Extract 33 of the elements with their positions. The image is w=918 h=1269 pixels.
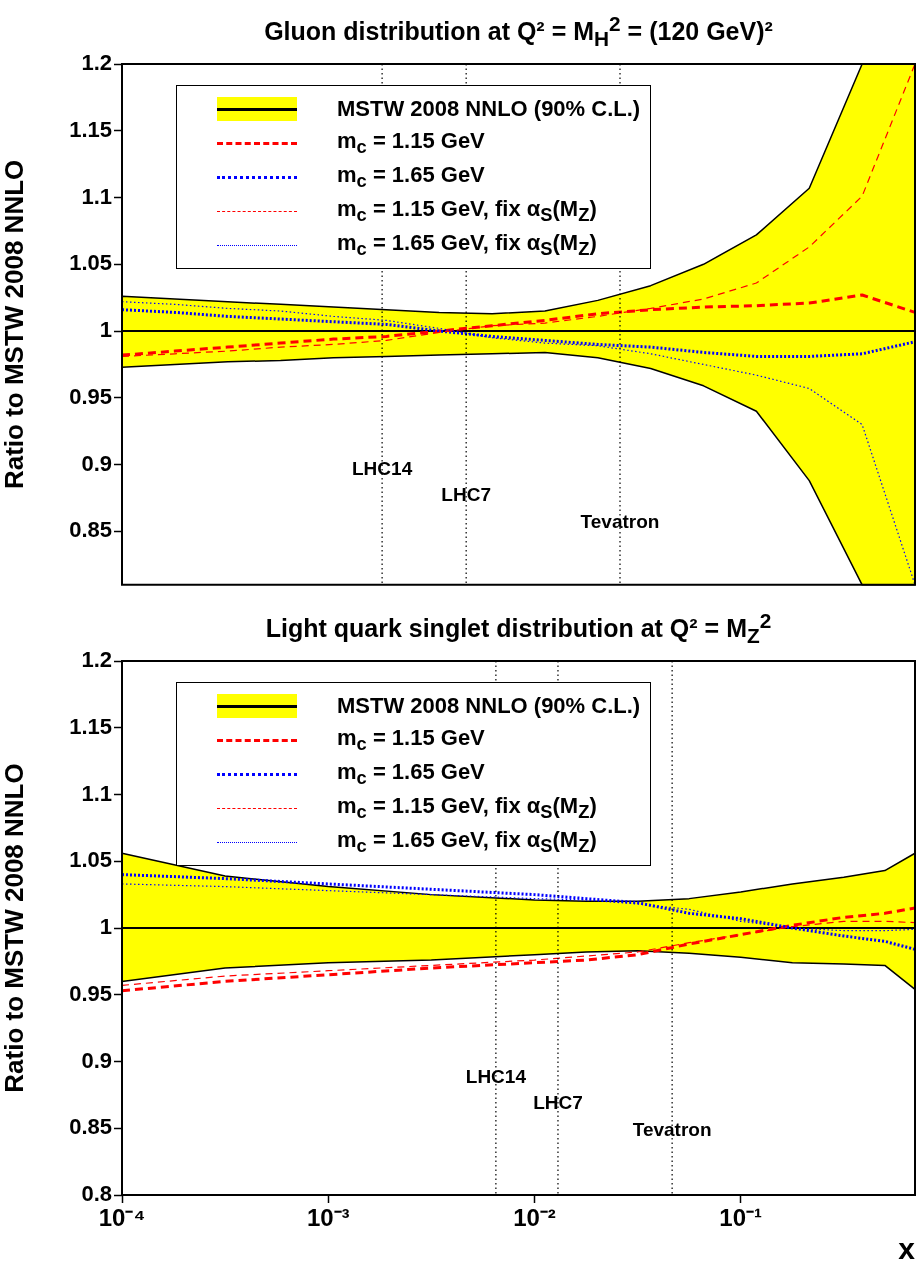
x-tick-label: 10⁻³ [306, 1204, 350, 1232]
y-tick-label: 0.95 [69, 383, 112, 409]
legend-label: MSTW 2008 NNLO (90% C.L.) [337, 693, 641, 718]
x-tick-label: 10⁻² [513, 1204, 556, 1232]
x-axis-title: x [898, 1232, 916, 1266]
y-axis-title: Ratio to MSTW 2008 NNLO [0, 763, 29, 1093]
chart-title: Gluon distribution at Q² = M$_{H}$$^{2}$ = (120 GeV)² [263, 12, 774, 52]
ref-line-label: Tevatron [632, 1119, 712, 1141]
y-tick-label: 0.8 [81, 1181, 112, 1207]
y-tick-label: 1.15 [69, 116, 112, 142]
x-tick-label: 10⁻⁴ [98, 1204, 146, 1232]
legend-label: m$_{c}$ = 1.65 GeV [337, 758, 485, 789]
y-tick-label: 0.85 [69, 1114, 112, 1140]
y-tick-label: 0.9 [81, 450, 112, 476]
y-axis-title: Ratio to MSTW 2008 NNLO [0, 159, 29, 490]
y-tick-label: 0.9 [81, 1047, 112, 1073]
y-tick-label: 1.1 [81, 183, 112, 209]
legend-label: m$_{c}$ = 1.65 GeV, fix α$_{S}$(M$_{Z}$) [337, 826, 597, 857]
y-tick-label: 1.2 [81, 50, 112, 76]
y-tick-label: 1.05 [69, 250, 112, 276]
y-tick-label: 1.05 [69, 847, 112, 873]
legend-label: m$_{c}$ = 1.15 GeV, fix α$_{S}$(M$_{Z}$) [337, 792, 597, 823]
y-tick-label: 1.2 [81, 647, 112, 673]
y-tick-label: 1.1 [81, 780, 112, 806]
y-tick-label: 1.15 [69, 713, 112, 739]
y-tick-label: 0.85 [69, 517, 112, 543]
x-tick-label: 10⁻¹ [719, 1204, 763, 1232]
legend-label: m$_{c}$ = 1.15 GeV [337, 724, 485, 755]
ref-line-label: LHC14 [465, 1065, 527, 1087]
y-tick-label: 1 [99, 914, 112, 940]
y-tick-label: 0.95 [69, 980, 112, 1006]
ref-line-label: LHC7 [533, 1092, 583, 1114]
y-tick-label: 1 [99, 317, 112, 343]
